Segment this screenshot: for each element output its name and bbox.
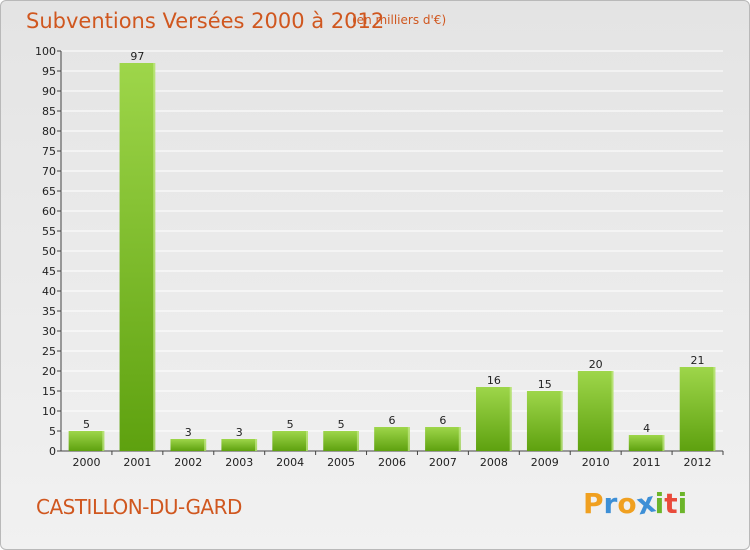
x-tick-label: 2002 xyxy=(174,456,202,469)
bar-2001 xyxy=(119,63,156,451)
x-tick-label: 2008 xyxy=(480,456,508,469)
x-tick-label: 2012 xyxy=(684,456,712,469)
bar-2010 xyxy=(577,371,614,451)
y-tick-label: 85 xyxy=(42,105,56,118)
data-label: 3 xyxy=(185,426,192,439)
bar-highlight xyxy=(713,367,716,451)
y-tick-label: 45 xyxy=(42,265,56,278)
bar-highlight xyxy=(153,63,156,451)
bar-highlight xyxy=(560,391,563,451)
y-tick-label: 90 xyxy=(42,85,56,98)
y-tick-label: 65 xyxy=(42,185,56,198)
bar-highlight xyxy=(662,435,665,451)
bar-2002 xyxy=(170,439,207,451)
unit-note: (en milliers d'€) xyxy=(352,13,447,27)
logo-letter: i xyxy=(654,487,665,520)
logo-letter: o xyxy=(617,487,637,520)
bar-highlight xyxy=(407,427,410,451)
bar-highlight xyxy=(305,431,308,451)
data-label: 5 xyxy=(287,418,294,431)
y-tick-label: 75 xyxy=(42,145,56,158)
y-tick-label: 10 xyxy=(42,405,56,418)
data-label: 4 xyxy=(643,422,650,435)
data-label: 5 xyxy=(338,418,345,431)
x-tick-label: 2003 xyxy=(225,456,253,469)
bar-highlight xyxy=(102,431,105,451)
bar-2007 xyxy=(425,427,461,451)
y-tick-label: 70 xyxy=(42,165,56,178)
bar-2012 xyxy=(679,367,716,451)
bar-2011 xyxy=(628,435,665,451)
bar-2004 xyxy=(272,431,308,451)
data-label: 16 xyxy=(487,374,501,387)
chart-title: Subventions Versées 2000 à 2012 xyxy=(26,9,385,33)
y-tick-label: 35 xyxy=(42,305,56,318)
y-tick-label: 0 xyxy=(49,445,56,458)
bar-highlight xyxy=(204,439,207,451)
data-label: 6 xyxy=(439,414,446,427)
bar-2000 xyxy=(68,431,105,451)
bar-highlight xyxy=(611,371,614,451)
y-tick-label: 20 xyxy=(42,365,56,378)
proxiti-logo: Proxiti xyxy=(583,485,688,521)
y-tick-label: 50 xyxy=(42,245,56,258)
y-tick-label: 30 xyxy=(42,325,56,338)
x-tick-label: 2007 xyxy=(429,456,457,469)
bar-2006 xyxy=(374,427,410,451)
bar-highlight xyxy=(255,439,258,451)
bar-2003 xyxy=(221,439,258,451)
logo-letter: r xyxy=(603,487,618,520)
data-label: 20 xyxy=(589,358,603,371)
data-label: 6 xyxy=(389,414,396,427)
y-tick-label: 60 xyxy=(42,205,56,218)
commune-name: CASTILLON-DU-GARD xyxy=(36,495,242,519)
data-label: 21 xyxy=(691,354,705,367)
data-label: 3 xyxy=(236,426,243,439)
x-tick-label: 2009 xyxy=(531,456,559,469)
data-label: 5 xyxy=(83,418,90,431)
x-tick-label: 2006 xyxy=(378,456,406,469)
y-tick-label: 5 xyxy=(49,425,56,438)
x-tick-label: 2005 xyxy=(327,456,355,469)
x-tick-label: 2004 xyxy=(276,456,304,469)
bar-2005 xyxy=(323,431,359,451)
y-tick-label: 80 xyxy=(42,125,56,138)
bar-highlight xyxy=(458,427,461,451)
data-label: 15 xyxy=(538,378,552,391)
y-tick-label: 25 xyxy=(42,345,56,358)
logo-letter: t xyxy=(664,487,678,520)
y-tick-label: 15 xyxy=(42,385,56,398)
bar-2008 xyxy=(476,387,512,451)
bar-highlight xyxy=(356,431,359,451)
y-tick-label: 55 xyxy=(42,225,56,238)
logo-letter: i xyxy=(677,487,688,520)
logo-letter: P xyxy=(583,487,604,520)
bar-highlight xyxy=(509,387,512,451)
data-label: 97 xyxy=(130,50,144,63)
x-tick-label: 2010 xyxy=(582,456,610,469)
bar-2009 xyxy=(526,391,563,451)
y-tick-label: 100 xyxy=(35,45,56,58)
x-tick-label: 2001 xyxy=(123,456,151,469)
y-tick-label: 40 xyxy=(42,285,56,298)
x-tick-label: 2000 xyxy=(72,456,100,469)
x-tick-label: 2011 xyxy=(633,456,661,469)
y-tick-label: 95 xyxy=(42,65,56,78)
